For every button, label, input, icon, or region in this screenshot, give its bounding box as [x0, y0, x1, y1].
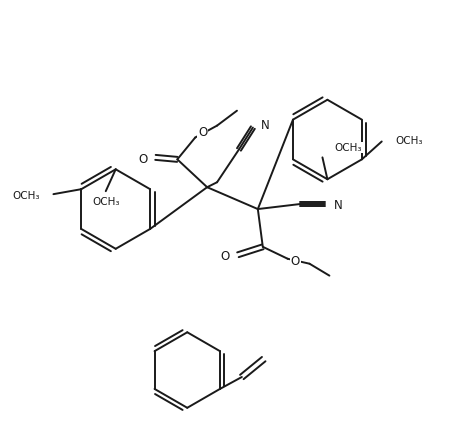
Text: O: O: [138, 152, 148, 166]
Text: OCH₃: OCH₃: [92, 197, 119, 207]
Text: OCH₃: OCH₃: [334, 143, 362, 153]
Text: OCH₃: OCH₃: [12, 191, 40, 201]
Text: N: N: [333, 198, 342, 211]
Text: O: O: [290, 254, 300, 268]
Text: OCH₃: OCH₃: [396, 136, 423, 146]
Text: O: O: [221, 250, 230, 263]
Text: O: O: [198, 126, 207, 139]
Text: N: N: [261, 119, 270, 132]
